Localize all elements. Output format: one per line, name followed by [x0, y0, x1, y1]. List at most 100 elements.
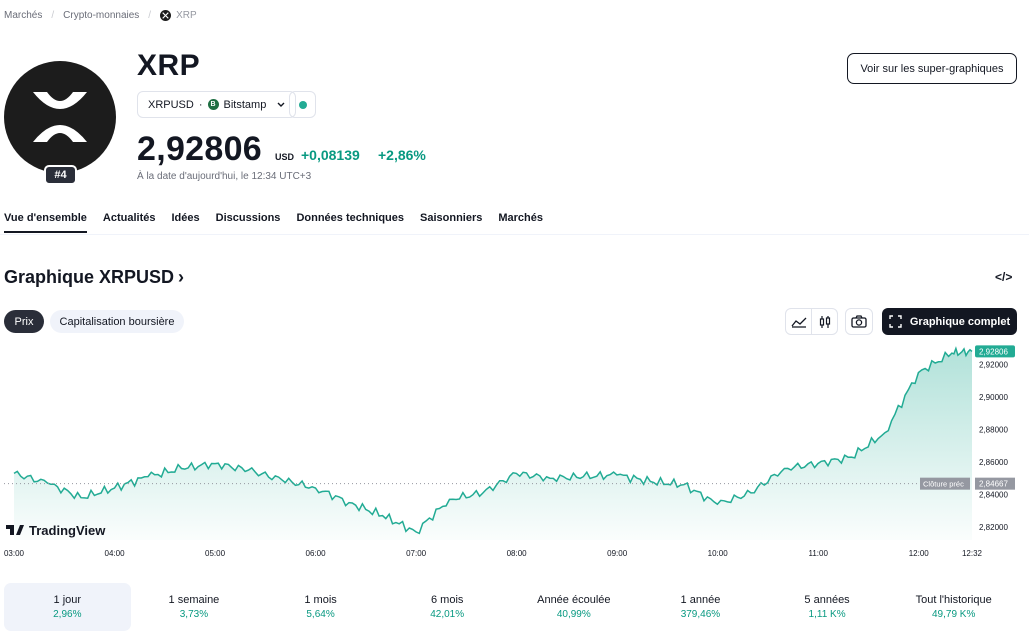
range-value: 379,46% [680, 609, 721, 620]
price-currency: USD [275, 152, 295, 162]
range-2[interactable]: 1 mois 5,64% [257, 583, 384, 631]
breadcrumb: Marchés / Crypto-monnaies / XRP [4, 10, 197, 21]
price-toggle-button[interactable]: Prix [4, 310, 44, 333]
range-label: 1 année [680, 594, 721, 606]
range-value: 42,01% [430, 609, 465, 620]
asset-title: XRP [137, 49, 201, 82]
breadcrumb-current: XRP [160, 10, 197, 21]
price-area-fill [14, 348, 972, 540]
x-tick-label: 09:00 [607, 549, 628, 558]
prev-close-value: 2,84667 [979, 480, 1008, 489]
range-value: 2,96% [53, 609, 82, 620]
fullscreen-icon [889, 315, 902, 328]
breadcrumb-separator: / [148, 10, 152, 21]
y-tick-label: 2,92000 [979, 361, 1008, 370]
x-tick-label: 06:00 [306, 549, 327, 558]
full-chart-label: Graphique complet [909, 315, 1011, 328]
supercharts-button[interactable]: Voir sur les super-graphiques [847, 53, 1017, 84]
price-change-absolute: +0,08139 [301, 147, 360, 163]
prev-close-tag [920, 477, 970, 490]
x-tick-label: 12:00 [909, 549, 930, 558]
range-value: 40,99% [556, 609, 591, 620]
x-tick-label: 05:00 [205, 549, 226, 558]
symbol-selector[interactable]: XRPUSD · B Bitstamp [137, 91, 297, 118]
range-label: Tout l'historique [915, 594, 992, 606]
breadcrumb-current-label: XRP [176, 10, 197, 21]
area-chart-button[interactable] [785, 308, 812, 335]
chart-title[interactable]: Graphique XRPUSD › [4, 267, 184, 288]
full-chart-button[interactable]: Graphique complet [882, 308, 1017, 335]
exchange-label: Bitstamp [223, 98, 267, 111]
xrp-logo-icon [160, 10, 172, 21]
y-tick-label: 2,90000 [979, 393, 1008, 402]
tab-6[interactable]: Marchés [498, 212, 544, 224]
y-tick-label: 2,82000 [979, 523, 1008, 532]
range-0[interactable]: 1 jour 2,96% [4, 583, 131, 631]
y-tick-label: 2,86000 [979, 458, 1008, 467]
y-tick-label: 2,84000 [979, 491, 1008, 500]
breadcrumb-crypto[interactable]: Crypto-monnaies [63, 10, 140, 21]
x-tick-label: 11:00 [808, 549, 828, 558]
tabs-divider [0, 234, 1029, 235]
current-price: 2,92806 [137, 130, 263, 168]
range-1[interactable]: 1 semaine 3,73% [131, 583, 258, 631]
range-value: 5,64% [306, 609, 335, 620]
range-label: 6 mois [430, 594, 464, 606]
x-tick-label: 04:00 [105, 549, 126, 558]
tab-4[interactable]: Données techniques [296, 212, 405, 224]
x-tick-label: 12:32 [962, 549, 983, 558]
watermark-text: TradingView [29, 523, 106, 538]
market-open-icon [298, 100, 307, 109]
last-price-label: 2,92806 [979, 347, 1008, 356]
range-7[interactable]: Tout l'historique 49,79 K% [890, 583, 1017, 631]
tab-5[interactable]: Saisonniers [420, 212, 483, 224]
price-change-percent: +2,86% [378, 147, 426, 163]
market-cap-toggle-button[interactable]: Capitalisation boursière [50, 310, 184, 333]
range-value: 3,73% [179, 609, 209, 620]
bitstamp-icon: B [207, 99, 219, 110]
tab-0[interactable]: Vue d'ensemble [4, 212, 87, 233]
y-tick-label: 2,88000 [979, 426, 1008, 435]
tab-2[interactable]: Idées [171, 212, 200, 224]
range-label: 1 semaine [168, 594, 220, 606]
breadcrumb-markets[interactable]: Marchés [4, 10, 43, 21]
range-4[interactable]: Année écoulée 40,99% [511, 583, 638, 631]
price-timestamp: À la date d'aujourd'hui, le 12:34 UTC+3 [137, 171, 312, 182]
tradingview-watermark: TradingView [6, 523, 106, 538]
x-tick-label: 10:00 [708, 549, 729, 558]
range-5[interactable]: 1 année 379,46% [637, 583, 764, 631]
chart-title-label: Graphique XRPUSD [4, 267, 175, 287]
candlestick-icon [819, 315, 830, 328]
x-tick-label: 03:00 [4, 549, 25, 558]
price-chart[interactable]: 2,92000 2,90000 2,88000 2,86000 2,84000 2,820… [0, 345, 1029, 565]
candles-chart-button[interactable] [811, 308, 838, 335]
price-line [13, 346, 973, 535]
x-tick-label: 07:00 [406, 549, 427, 558]
prev-close-label: Clôture préc [923, 480, 964, 489]
breadcrumb-separator: / [51, 10, 55, 21]
range-value: 1,11 K% [808, 609, 846, 620]
range-3[interactable]: 6 mois 42,01% [384, 583, 511, 631]
range-value: 49,79 K% [932, 609, 976, 620]
range-label: 1 mois [304, 594, 337, 606]
symbol-separator: · [198, 98, 203, 111]
section-tabs: Vue d'ensemble Actualités Idées Discussions… [4, 212, 543, 233]
embed-code-icon[interactable]: </> [995, 270, 1013, 284]
range-label: 5 années [804, 594, 850, 606]
tab-3[interactable]: Discussions [215, 212, 281, 224]
area-chart-icon [790, 317, 806, 328]
chevron-down-icon [277, 100, 285, 110]
range-6[interactable]: 5 années 1,11 K% [764, 583, 891, 631]
market-status-button[interactable] [289, 91, 316, 118]
range-label: Année écoulée [537, 594, 611, 606]
rank-badge: #4 [44, 165, 77, 185]
prev-close-value-tag [975, 477, 1015, 490]
snapshot-button[interactable] [845, 308, 873, 335]
x-tick-label: 08:00 [507, 549, 528, 558]
performance-ranges: 1 jour 2,96% 1 semaine 3,73% 1 mois 5,64% 6 mo… [4, 583, 1017, 631]
tab-1[interactable]: Actualités [102, 212, 156, 224]
tradingview-logo-icon [6, 525, 24, 535]
symbol-label: XRPUSD [148, 98, 194, 111]
price-chart-svg: 2,92000 2,90000 2,88000 2,86000 2,84000 2,820… [4, 345, 1015, 558]
asset-logo: #4 [4, 61, 116, 185]
